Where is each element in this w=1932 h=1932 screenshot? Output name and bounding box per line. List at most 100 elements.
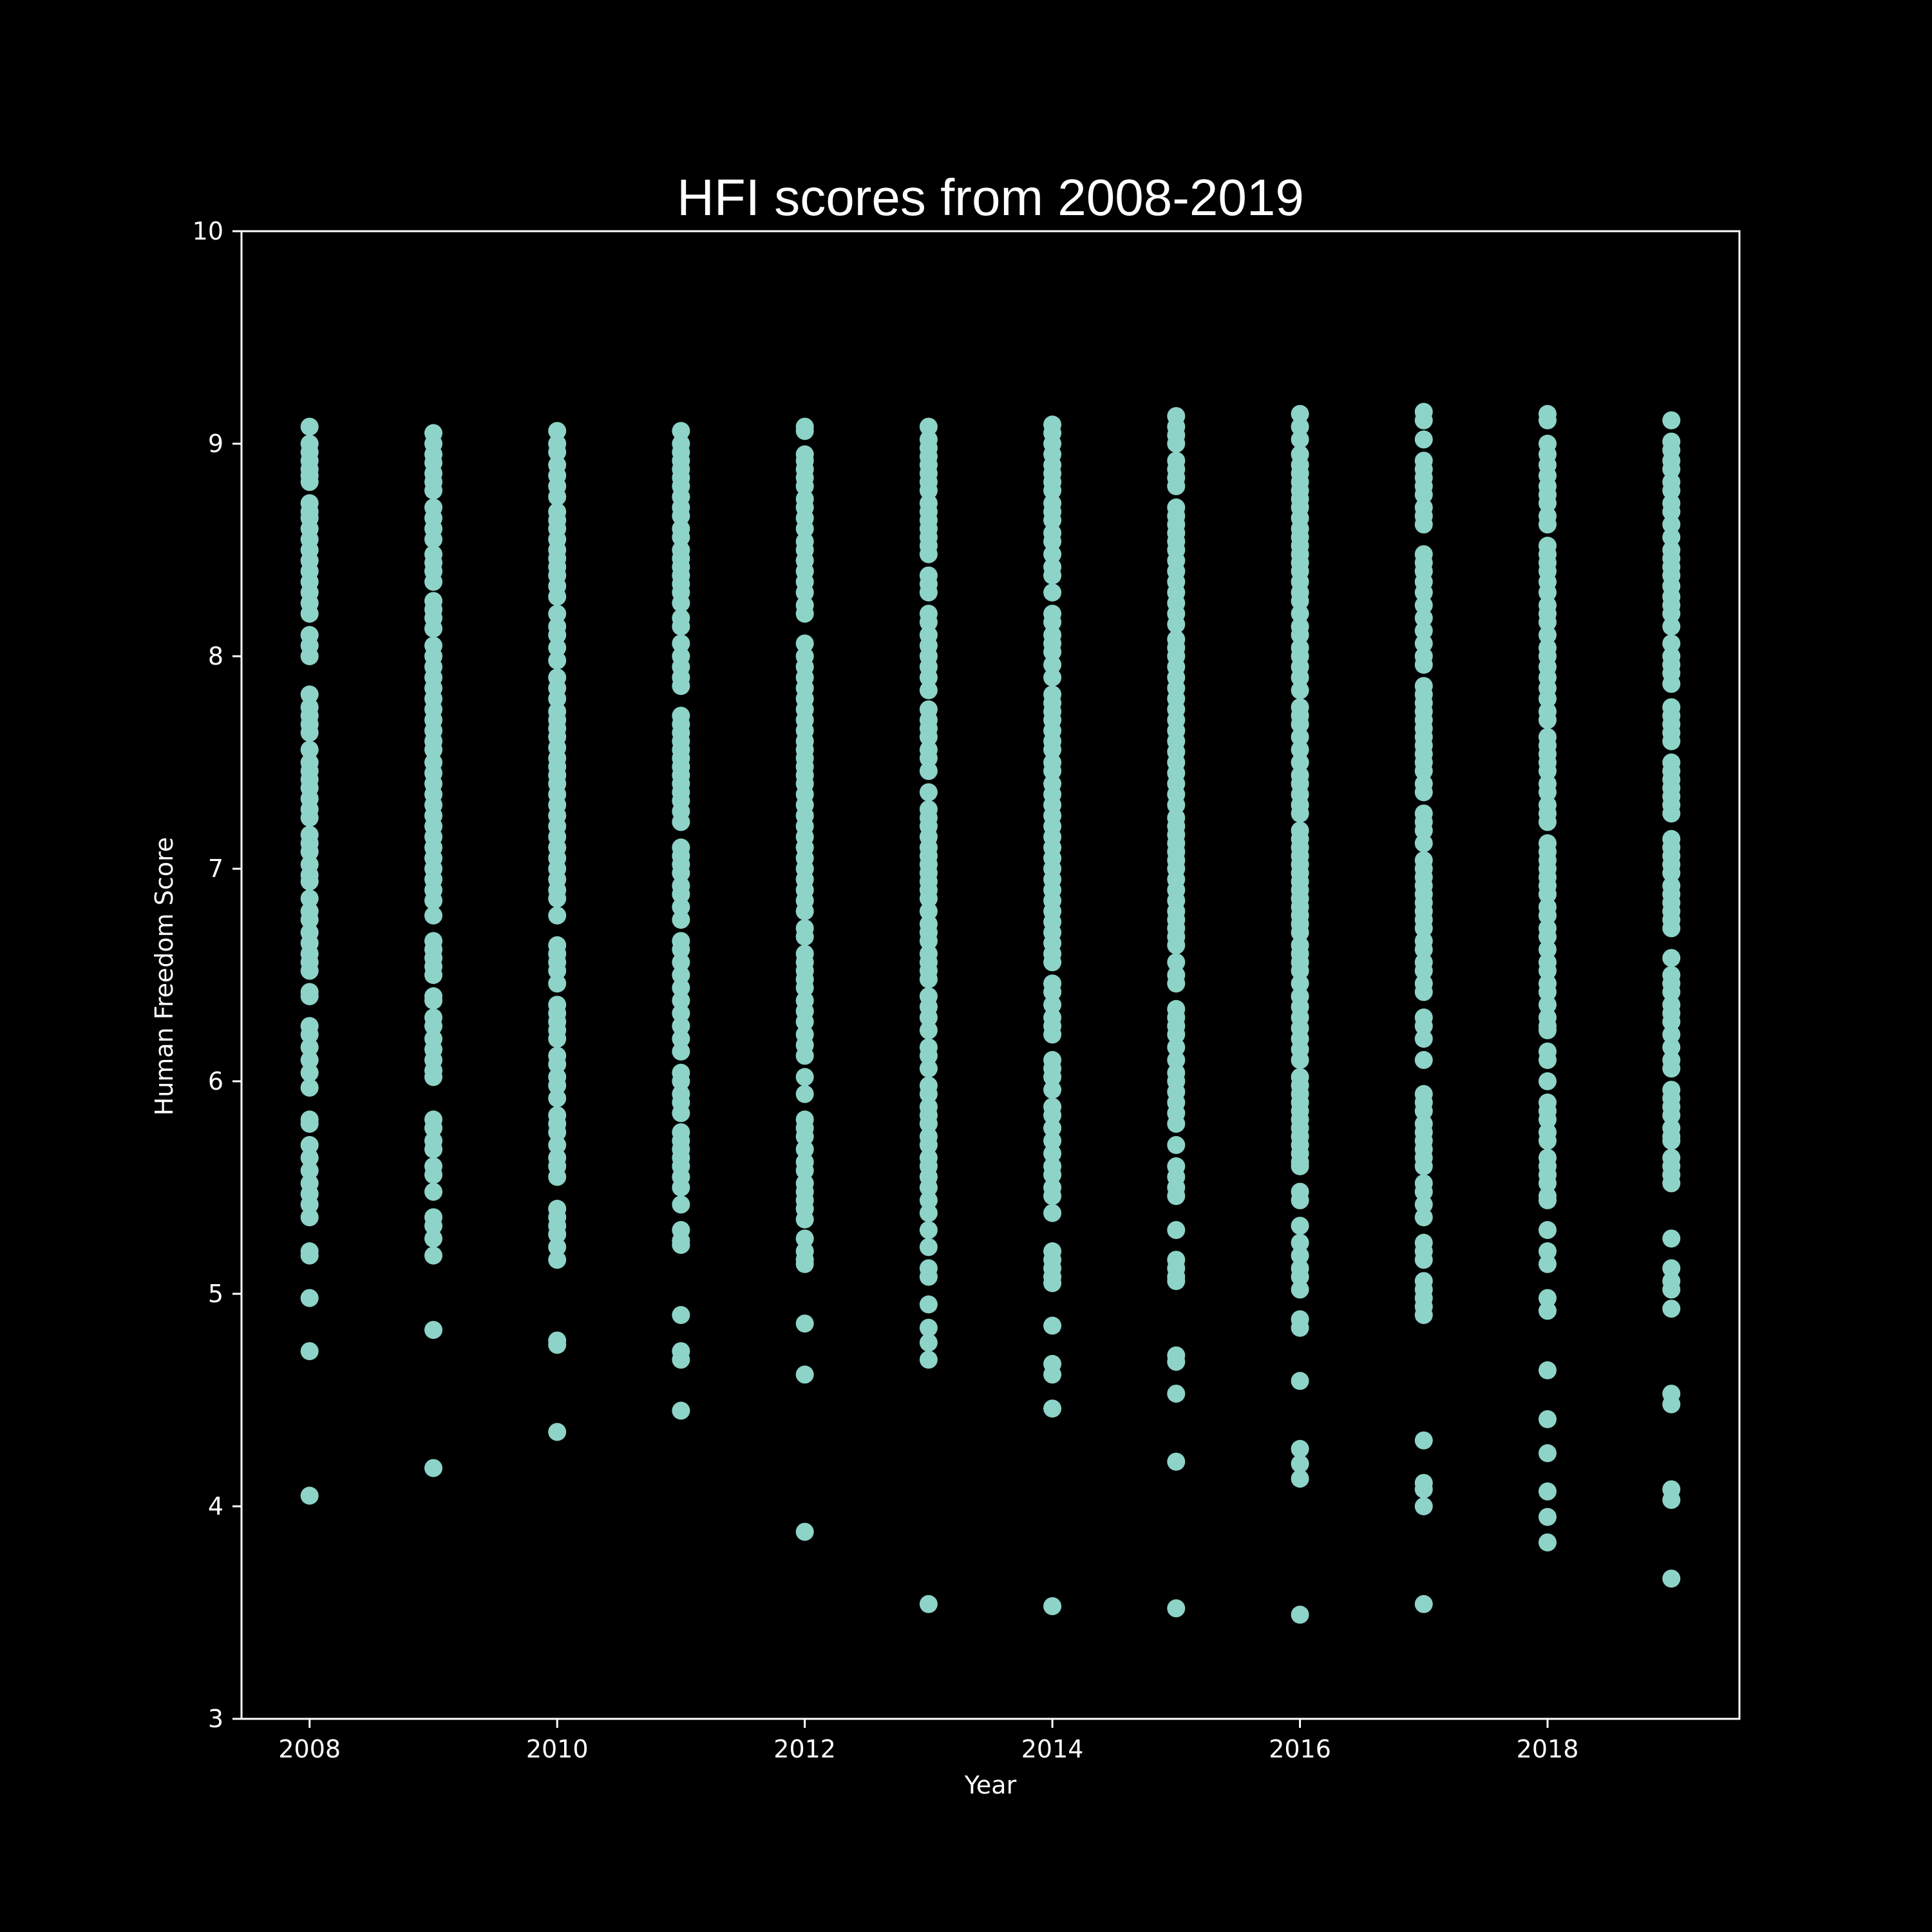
data-point [1539,1289,1557,1307]
data-point [672,1017,690,1036]
data-point [1043,566,1062,585]
data-point [1043,668,1062,687]
data-point [672,617,690,636]
data-point [1043,1068,1062,1086]
data-point [300,741,319,759]
data-point [1167,1385,1186,1403]
data-point [424,530,442,549]
data-point [424,891,442,910]
data-point [919,1204,938,1222]
data-point [795,978,814,997]
data-point [919,1009,938,1027]
data-point [424,1166,442,1184]
data-point [1539,1174,1557,1193]
data-point [1167,1115,1186,1133]
y-tick-label: 8 [208,642,223,670]
data-point [1662,502,1681,521]
data-point [1291,741,1309,759]
data-point [1167,1352,1186,1371]
data-point [1539,783,1557,802]
data-point [919,902,938,920]
data-point [1043,1025,1062,1044]
data-point [1167,477,1186,495]
data-point [919,1295,938,1314]
data-point [1414,1195,1433,1214]
data-point [1291,974,1309,993]
data-point [1414,656,1433,674]
data-point [1539,927,1557,946]
data-point [1167,953,1186,972]
data-point [672,978,690,997]
data-point [548,1055,567,1074]
data-point [548,1251,567,1269]
data-point [300,842,319,861]
data-points-layer [300,402,1681,1624]
data-point [672,1030,690,1048]
data-point [1043,1106,1062,1124]
data-point [300,1148,319,1167]
data-point [1043,511,1062,529]
data-point [1043,983,1062,1001]
data-point [919,1115,938,1133]
data-point [300,685,319,704]
data-point [1043,545,1062,564]
y-axis-label: Human Freedom Score [150,837,178,1116]
data-point [1414,430,1433,449]
data-point [1414,609,1433,627]
data-point [1167,1272,1186,1291]
data-point [919,545,938,564]
data-point [1414,783,1433,802]
data-point [919,970,938,989]
data-point [300,1063,319,1082]
y-tick-label: 4 [208,1492,223,1520]
x-tick-label: 2010 [526,1735,589,1763]
data-point [424,741,442,759]
data-point [1539,1021,1557,1039]
data-point [548,889,567,908]
data-point [919,681,938,699]
data-point [548,626,567,644]
chart-title: HFI scores from 2008-2019 [677,169,1304,226]
data-point [424,1459,442,1477]
data-point [1662,1395,1681,1414]
data-point [795,477,814,495]
data-point [1662,732,1681,750]
x-tick-label: 2008 [278,1735,341,1763]
data-point [1291,668,1309,687]
data-point [1291,1280,1309,1299]
data-point [424,620,442,638]
data-point [1539,1221,1557,1239]
data-point [1662,1059,1681,1078]
data-point [1291,404,1309,423]
data-point [1291,430,1309,449]
data-point [919,762,938,781]
data-point [672,1072,690,1090]
data-point [1414,1251,1433,1269]
data-point [1414,596,1433,614]
data-point [919,889,938,908]
data-point [1414,1480,1433,1499]
x-tick-label: 2016 [1269,1735,1331,1763]
data-point [1043,481,1062,500]
data-point [1662,1012,1681,1031]
data-point [1539,762,1557,781]
data-point [1539,411,1557,430]
data-point [1167,1038,1186,1057]
data-point [1539,983,1557,1001]
data-point [1414,1208,1433,1227]
data-point [795,927,814,946]
data-point [1291,1246,1309,1265]
data-point [300,889,319,908]
data-point [1291,728,1309,746]
data-point [795,605,814,623]
data-point [1662,617,1681,636]
data-point [1662,983,1681,1001]
data-point [919,1318,938,1337]
data-point [1167,1136,1186,1154]
data-point [424,1321,442,1340]
data-point [1043,583,1062,601]
data-point [1291,1455,1309,1473]
data-point [1662,674,1681,693]
data-point [672,1401,690,1420]
data-point [795,422,814,440]
